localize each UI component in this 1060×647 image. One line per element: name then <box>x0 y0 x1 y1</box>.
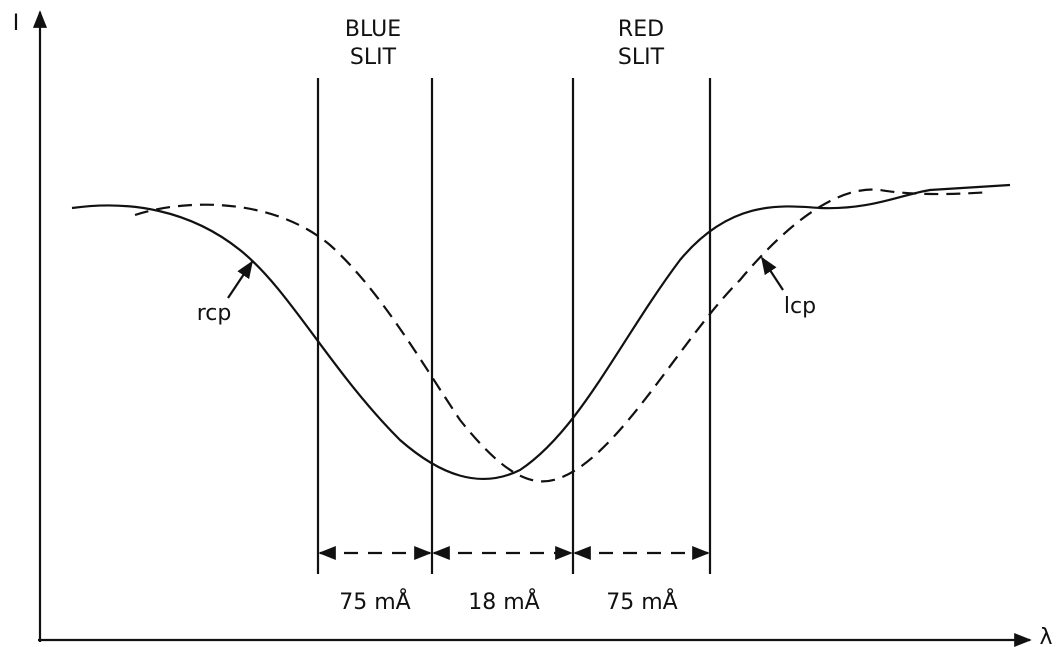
rcp-curve <box>71 183 1011 480</box>
pointer <box>227 260 253 299</box>
slit-label: SLIT <box>350 45 397 70</box>
slit-label: BLUE <box>345 17 401 42</box>
spacing-label: 75 mÅ <box>606 588 677 615</box>
lcp-curve <box>134 188 991 483</box>
slit-label: RED <box>618 17 664 42</box>
spacing-label: 18 mÅ <box>468 588 539 615</box>
spacing-label: 75 mÅ <box>339 588 410 615</box>
y-axis-label: I <box>13 11 20 36</box>
pointer <box>761 256 784 291</box>
curve-label: lcp <box>784 294 816 319</box>
slit-label: SLIT <box>618 45 665 70</box>
curve-label: rcp <box>197 301 232 326</box>
x-axis-label: λ <box>1039 625 1052 647</box>
